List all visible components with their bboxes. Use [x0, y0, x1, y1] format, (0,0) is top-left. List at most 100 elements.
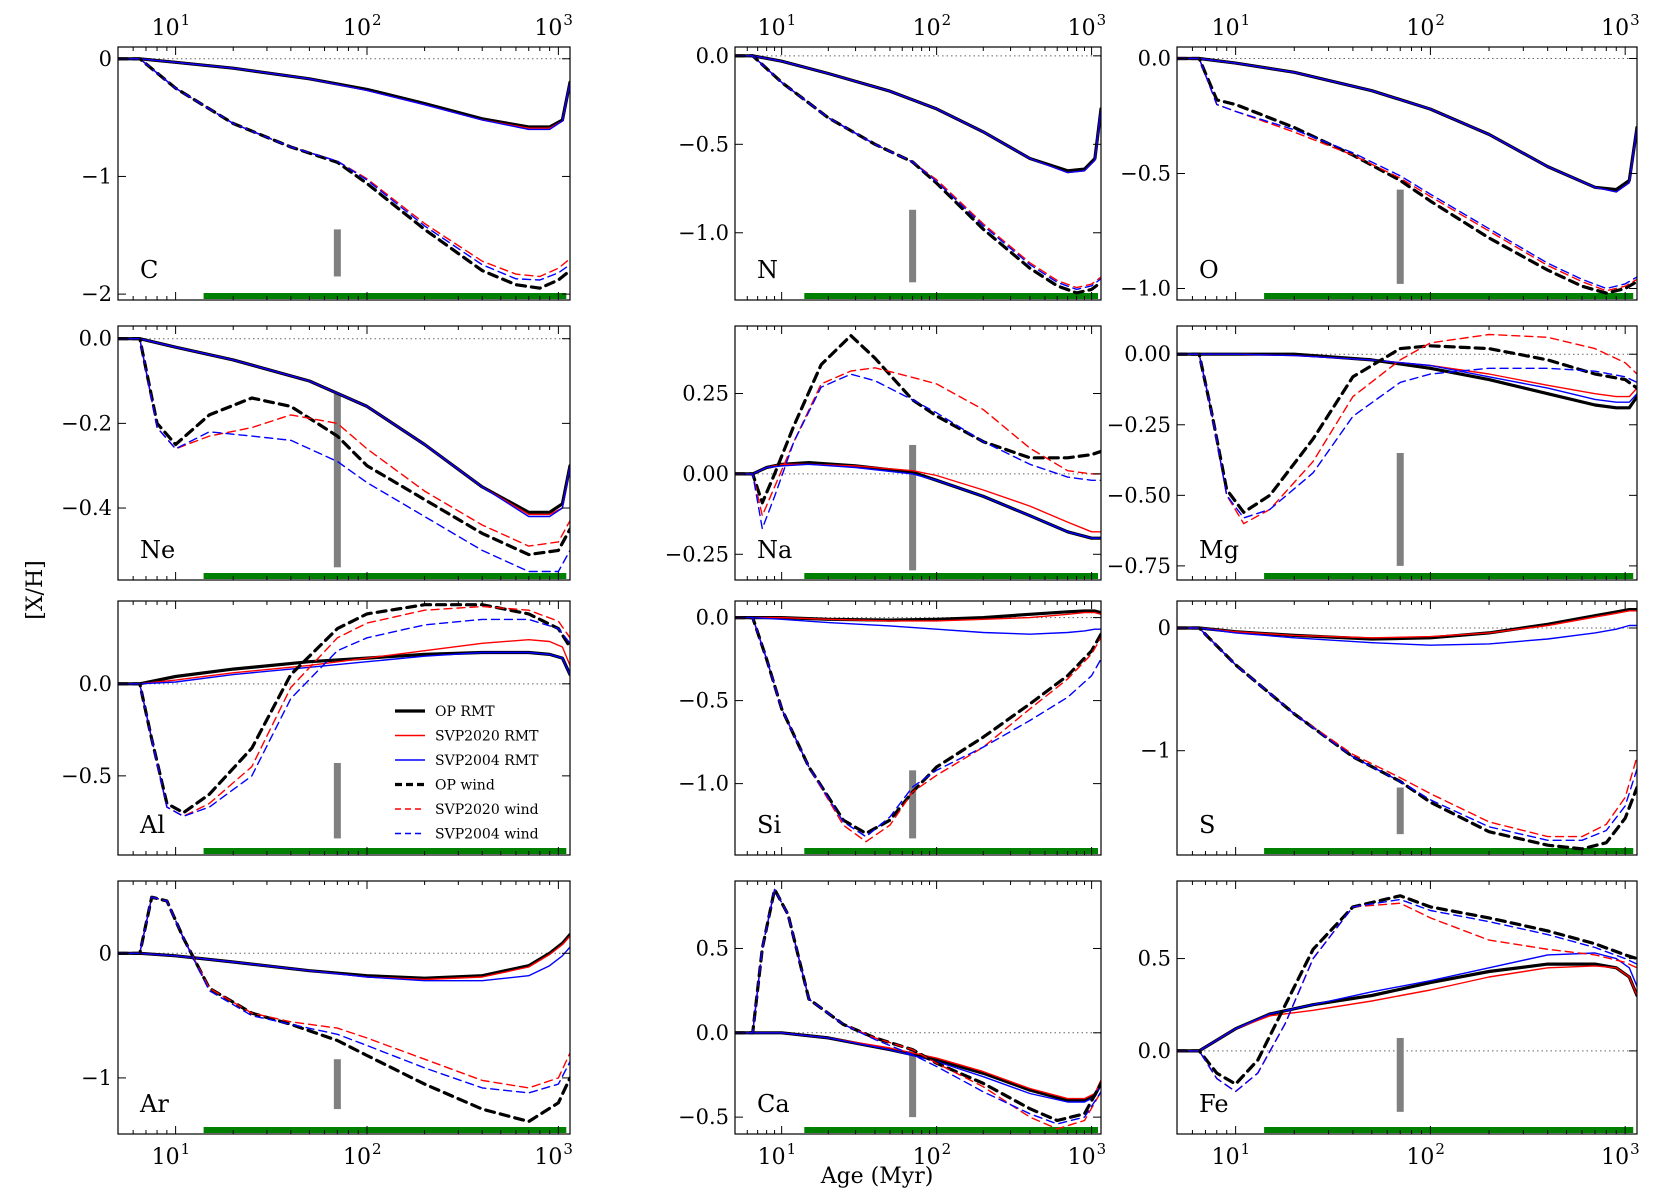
- series-mg-svp2004-rmt: [1177, 353, 1637, 403]
- series-fe-op-rmt: [1177, 962, 1637, 1053]
- series-al-op-wind: [118, 603, 570, 815]
- legend-label: SVP2004 RMT: [435, 753, 539, 769]
- series-na-svp2004-wind: [735, 373, 1101, 530]
- axes-frame-si: [734, 600, 1102, 856]
- y-tick-label-si: −0.5: [678, 689, 729, 713]
- gray-bar-ar: [333, 1059, 341, 1110]
- series-ca-svp2004-rmt: [735, 1032, 1101, 1103]
- series-ar-svp2004-rmt: [118, 946, 570, 982]
- x-tick-label-fe: 10: [1601, 1145, 1629, 1170]
- series-fe-svp2004-rmt: [1177, 952, 1637, 1052]
- panel-ne: 0.0 −0.2 −0.4 Ne: [61, 325, 571, 581]
- element-label-o: O: [1199, 256, 1219, 284]
- y-tick-label-na: −0.25: [665, 542, 729, 566]
- y-tick-label-s: −1: [1140, 739, 1171, 763]
- y-tick-label-ne: 0.0: [79, 327, 112, 351]
- series-group-c: [118, 57, 570, 290]
- series-s-svp2004-rmt: [1177, 624, 1637, 646]
- series-mg-op-rmt: [1177, 352, 1637, 410]
- x-tick-exponent-o: 2: [1435, 11, 1445, 29]
- x-axis-label: Age (Myr): [820, 1164, 934, 1189]
- gray-bar-c: [333, 229, 341, 277]
- x-tick-label-o: 10: [1212, 16, 1240, 41]
- x-tick-exponent-ar: 3: [563, 1140, 573, 1158]
- legend-label: OP RMT: [435, 704, 495, 720]
- series-c-svp2004-wind: [118, 58, 570, 281]
- green-bar-si: [804, 848, 1099, 854]
- y-tick-label-mg: −0.50: [1107, 483, 1171, 507]
- series-group-o: [1177, 56, 1637, 295]
- green-bar-ar: [203, 1127, 567, 1133]
- y-tick-label-ne: −0.4: [61, 496, 112, 520]
- axes-frame-fe: [1176, 880, 1638, 1135]
- x-tick-exponent-c: 2: [372, 11, 382, 29]
- y-tick-label-c: 0: [99, 47, 112, 71]
- series-mg-svp2004-wind: [1177, 353, 1637, 519]
- legend-label: SVP2020 wind: [435, 802, 539, 818]
- series-group-ar: [118, 895, 570, 1124]
- y-tick-label-o: 0.0: [1138, 47, 1171, 71]
- y-tick-label-na: 0.00: [682, 462, 729, 486]
- series-s-svp2004-wind: [1177, 627, 1637, 841]
- y-tick-label-al: 0.0: [79, 672, 112, 696]
- series-fe-svp2020-wind: [1177, 902, 1637, 1093]
- element-label-fe: Fe: [1199, 1090, 1229, 1118]
- element-label-c: C: [140, 256, 158, 284]
- series-group-ne: [118, 337, 570, 573]
- x-tick-label-fe: 10: [1212, 1145, 1240, 1170]
- x-tick-exponent-o: 1: [1241, 11, 1251, 29]
- x-tick-label-ar: 10: [534, 1145, 562, 1170]
- x-tick-label-ar: 10: [343, 1145, 371, 1170]
- legend: OP RMT SVP2020 RMT SVP2004 RMT OP wind SVP20…: [395, 704, 539, 843]
- y-tick-label-o: −1.0: [1120, 277, 1171, 301]
- x-tick-exponent-ca: 2: [942, 1140, 952, 1158]
- series-ne-op-wind: [118, 337, 570, 557]
- series-ar-svp2020-wind: [118, 896, 570, 1089]
- series-n-op-wind: [735, 54, 1101, 295]
- x-tick-label-ca: 10: [758, 1145, 786, 1170]
- series-s-op-rmt: [1177, 608, 1637, 641]
- series-c-svp2004-rmt: [118, 58, 570, 131]
- x-tick-label-c: 10: [343, 16, 371, 41]
- series-ne-svp2004-wind: [118, 338, 570, 573]
- y-tick-label-o: −0.5: [1120, 162, 1171, 186]
- x-tick-exponent-n: 1: [787, 11, 797, 29]
- y-tick-label-ar: 0: [99, 941, 112, 965]
- x-tick-exponent-ar: 2: [372, 1140, 382, 1158]
- x-tick-label-ar: 10: [152, 1145, 180, 1170]
- series-group-mg: [1177, 333, 1637, 525]
- element-label-mg: Mg: [1199, 536, 1239, 564]
- series-group-si: [735, 609, 1101, 843]
- y-axis-label: [X/H]: [23, 560, 48, 619]
- series-si-svp2020-rmt: [735, 611, 1101, 622]
- gray-bar-na: [909, 444, 917, 571]
- gray-bar-ca: [909, 1049, 917, 1118]
- y-tick-label-ca: −0.5: [678, 1105, 729, 1129]
- y-tick-label-si: −1.0: [678, 772, 729, 796]
- series-n-svp2004-wind: [735, 55, 1101, 291]
- y-tick-label-ca: 0.5: [696, 936, 729, 960]
- y-tick-label-mg: 0.00: [1124, 342, 1171, 366]
- series-group-na: [735, 334, 1101, 540]
- series-ca-op-rmt: [735, 1031, 1101, 1102]
- series-fe-svp2020-rmt: [1177, 965, 1637, 1052]
- x-tick-label-n: 10: [758, 16, 786, 41]
- gray-bar-n: [909, 209, 917, 283]
- series-ca-svp2004-wind: [735, 888, 1101, 1125]
- series-group-fe: [1177, 894, 1637, 1093]
- series-ar-svp2004-wind: [118, 896, 570, 1094]
- green-bar-c: [203, 293, 567, 299]
- green-bar-ca: [804, 1127, 1099, 1133]
- series-s-svp2020-wind: [1177, 627, 1637, 838]
- x-tick-label-ca: 10: [913, 1145, 941, 1170]
- series-n-svp2004-rmt: [735, 55, 1101, 174]
- series-al-svp2004-rmt: [118, 651, 570, 685]
- series-c-op-wind: [118, 57, 570, 290]
- green-bar-s: [1264, 848, 1634, 854]
- x-tick-exponent-ar: 1: [181, 1140, 191, 1158]
- panel-s: 0 −1 S: [1140, 600, 1638, 856]
